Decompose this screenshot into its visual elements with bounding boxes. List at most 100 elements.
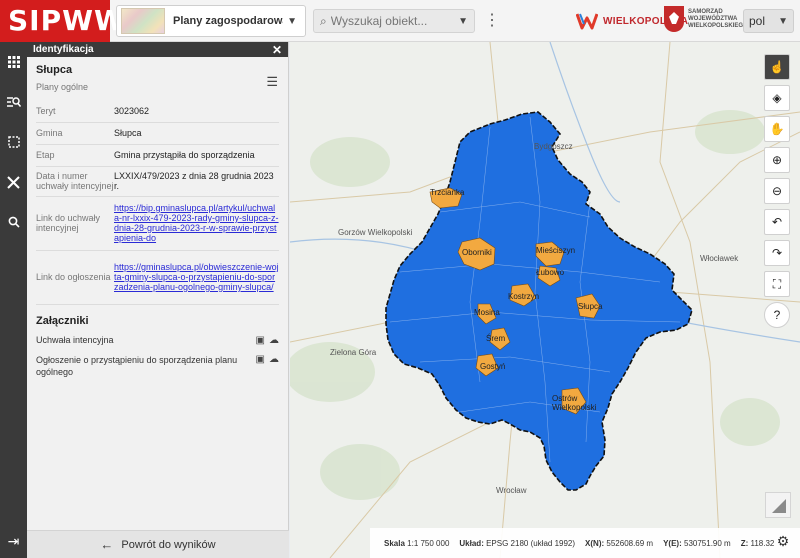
basemap-forests bbox=[290, 110, 780, 500]
app-logo[interactable]: SIPWW bbox=[0, 0, 125, 42]
municipality-label: Oborniki bbox=[462, 248, 492, 257]
municipality-label: Mosina bbox=[474, 308, 500, 317]
object-subtitle: Plany ogólne bbox=[36, 82, 89, 92]
wielkopolska-region[interactable] bbox=[385, 111, 693, 491]
plan-type-label: Plany zagospodarowania ... bbox=[173, 15, 283, 27]
full-extent-icon[interactable]: ⛶ bbox=[764, 271, 790, 297]
municipality-mosina bbox=[477, 303, 497, 325]
tools-icon[interactable] bbox=[0, 162, 27, 202]
help-icon[interactable]: ? bbox=[764, 302, 790, 328]
municipality-kostrzyn bbox=[509, 283, 537, 307]
attachment-label: Uchwała intencyjna bbox=[36, 335, 114, 345]
search-input[interactable] bbox=[330, 14, 455, 28]
town-label: Gorzów Wielkopolski bbox=[338, 228, 413, 237]
attribute-key: Data i numer uchwały intencyjnej bbox=[36, 166, 114, 197]
crs-value: EPSG 2180 (układ 1992) bbox=[486, 538, 576, 548]
search-icon: ⌕ bbox=[320, 13, 327, 28]
attribute-key: Etap bbox=[36, 144, 114, 167]
samorzad-text: SAMORZĄD WOJEWÓDZTWA WIELKOPOLSKIEGO bbox=[688, 8, 748, 29]
attribute-row: Data i numer uchwały intencyjnej LXXIX/4… bbox=[36, 166, 279, 197]
search-icon[interactable] bbox=[0, 202, 27, 242]
z-label: Z: bbox=[740, 538, 749, 548]
map-canvas bbox=[290, 42, 800, 558]
panel-title: Identyfikacja bbox=[33, 44, 94, 55]
language-value: pol bbox=[749, 14, 766, 28]
preview-icon[interactable]: ▣ bbox=[255, 334, 265, 346]
municipality-label: Ostrów Wielkopolski bbox=[552, 394, 597, 412]
coat-of-arms-icon bbox=[664, 6, 684, 32]
chevron-down-icon[interactable]: ▼ bbox=[458, 15, 468, 27]
attachment-row: Uchwała intencyjna ▣ ☁ bbox=[36, 335, 279, 346]
wielkopolska-mark-icon bbox=[576, 13, 598, 30]
attachment-label: Ogłoszenie o przystąpieniu do sporządzen… bbox=[36, 354, 238, 377]
attribute-value: 3023062 bbox=[114, 100, 279, 123]
attachment-row: Ogłoszenie o przystąpieniu do sporządzen… bbox=[36, 354, 279, 378]
attribute-row: Gmina Słupca bbox=[36, 122, 279, 145]
minimap-toggle-icon[interactable] bbox=[765, 492, 791, 518]
municipality-label: Trzcianka bbox=[430, 188, 465, 197]
wielkopolska-logo[interactable]: WIELKOPOLSKA bbox=[576, 8, 688, 34]
highlighted-municipalities bbox=[429, 187, 601, 415]
panel-header: Identyfikacja ✕ bbox=[27, 42, 288, 57]
more-menu-icon[interactable]: ⋮ bbox=[484, 12, 500, 29]
download-icon[interactable]: ☁ bbox=[269, 334, 279, 346]
attribute-key: Link do ogłoszenia bbox=[36, 250, 114, 305]
attribute-value: Słupca bbox=[114, 122, 279, 145]
left-toolbar: ⇥ bbox=[0, 42, 27, 558]
back-to-results-button[interactable]: ← Powrót do wyników bbox=[27, 530, 289, 558]
close-icon[interactable]: ✕ bbox=[271, 42, 282, 57]
preview-icon[interactable]: ▣ bbox=[255, 353, 265, 365]
identify-icon[interactable] bbox=[0, 82, 27, 122]
language-select[interactable]: pol ▼ bbox=[743, 9, 794, 33]
municipality-mieszczyn bbox=[535, 241, 565, 267]
chevron-down-icon: ▼ bbox=[287, 15, 297, 27]
municipality-oborniki bbox=[457, 237, 496, 271]
apps-icon[interactable] bbox=[0, 42, 27, 82]
search-field[interactable]: ⌕ ▼ bbox=[313, 9, 475, 33]
pan-icon[interactable]: ✋ bbox=[764, 116, 790, 142]
pointer-icon[interactable]: ☝ bbox=[764, 54, 790, 80]
municipality-slupca bbox=[575, 293, 601, 319]
hamburger-menu-icon[interactable]: ☰ bbox=[266, 74, 278, 89]
panel-body: Słupca Plany ogólne ☰ Teryt 3023062 Gmin… bbox=[27, 57, 288, 378]
crs-label: Układ: bbox=[459, 538, 484, 548]
map-toolbar: ☝ ◈ ✋ ⊕ ⊖ ↶ ↷ ⛶ ? bbox=[764, 54, 790, 333]
attribute-key: Link do uchwały intencyjnej bbox=[36, 196, 114, 251]
select-area-icon[interactable] bbox=[0, 122, 27, 162]
back-label: Powrót do wyników bbox=[121, 538, 216, 551]
municipality-label: Gostyń bbox=[480, 362, 506, 371]
arrow-left-icon: ← bbox=[100, 537, 114, 552]
samorzad-logo[interactable]: SAMORZĄD WOJEWÓDZTWA WIELKOPOLSKIEGO bbox=[664, 6, 758, 32]
map-view[interactable]: Bydgoszcz Gorzów Wielkopolski Zielona Gó… bbox=[290, 42, 800, 558]
undo-icon[interactable]: ↶ bbox=[764, 209, 790, 235]
y-label: Y(E): bbox=[663, 538, 682, 548]
municipality-gostyn bbox=[475, 353, 499, 377]
zoom-in-icon[interactable]: ⊕ bbox=[764, 147, 790, 173]
plan-thumbnail bbox=[121, 8, 165, 34]
attachments-title: Załączniki bbox=[36, 314, 89, 327]
status-bar: Skala 1:1 750 000 Układ: EPSG 2180 (ukła… bbox=[370, 528, 800, 558]
gear-icon[interactable]: ⚙ bbox=[776, 533, 790, 549]
town-label: Bydgoszcz bbox=[534, 142, 573, 151]
attribute-value-link: https://gminaslupca.pl/obwieszczenie-woj… bbox=[114, 250, 279, 305]
object-title: Słupca bbox=[36, 64, 73, 76]
layers-icon[interactable]: ◈ bbox=[764, 85, 790, 111]
resolution-link[interactable]: https://bip.gminaslupca.pl/artykul/uchwa… bbox=[114, 203, 279, 243]
scale-value: 1:1 750 000 bbox=[407, 538, 450, 548]
plan-type-select[interactable]: Plany zagospodarowania ... ▼ bbox=[116, 5, 306, 37]
collapse-panel-icon[interactable]: ⇥ bbox=[7, 533, 20, 549]
download-icon[interactable]: ☁ bbox=[269, 353, 279, 365]
attribute-value: Gmina przystąpiła do sporządzenia bbox=[114, 144, 279, 167]
attribute-row: Link do ogłoszenia https://gminaslupca.p… bbox=[36, 250, 279, 305]
municipality-label: Śrem bbox=[486, 334, 506, 343]
zoom-out-icon[interactable]: ⊖ bbox=[764, 178, 790, 204]
municipality-label: Mieściszyn bbox=[536, 246, 576, 255]
attribute-row: Etap Gmina przystąpiła do sporządzenia bbox=[36, 144, 279, 167]
attribute-key: Gmina bbox=[36, 122, 114, 145]
announcement-link[interactable]: https://gminaslupca.pl/obwieszczenie-woj… bbox=[114, 262, 279, 292]
redo-icon[interactable]: ↷ bbox=[764, 240, 790, 266]
municipality-lubowo bbox=[537, 265, 561, 287]
chevron-down-icon: ▼ bbox=[778, 15, 788, 27]
municipality-label: Kostrzyn bbox=[508, 292, 540, 301]
x-value: 552608.69 m bbox=[606, 538, 654, 548]
